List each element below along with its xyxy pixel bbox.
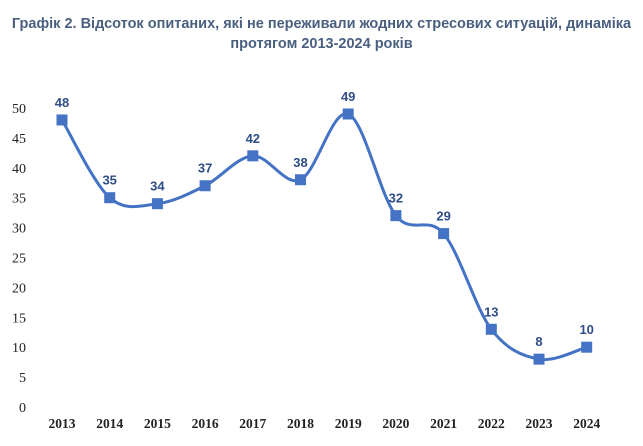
x-tick-label: 2023 bbox=[526, 416, 553, 431]
data-label: 29 bbox=[436, 209, 450, 224]
data-label: 37 bbox=[198, 161, 212, 176]
data-point-marker bbox=[390, 210, 402, 222]
x-tick-label: 2022 bbox=[478, 416, 505, 431]
x-tick-label: 2019 bbox=[335, 416, 362, 431]
data-point-marker bbox=[295, 174, 306, 186]
series-line bbox=[60, 112, 589, 362]
data-label: 8 bbox=[535, 334, 542, 349]
data-point-marker bbox=[533, 353, 545, 365]
y-tick-label: 15 bbox=[12, 311, 26, 326]
data-labels: 48 35 34 37 42 38 49 32 29 13 8 10 bbox=[55, 89, 594, 349]
data-label: 49 bbox=[341, 89, 355, 104]
data-label: 34 bbox=[150, 179, 165, 194]
y-axis-ticks: 0 5 10 15 20 25 30 35 40 45 50 bbox=[12, 102, 26, 416]
x-tick-label: 2014 bbox=[96, 416, 123, 431]
y-tick-label: 10 bbox=[12, 341, 26, 356]
data-label: 42 bbox=[246, 131, 260, 146]
x-tick-label: 2015 bbox=[144, 416, 171, 431]
x-axis-ticks: 2013 2014 2015 2016 2017 2018 2019 2020 2021 2022… bbox=[49, 416, 601, 431]
y-tick-label: 35 bbox=[12, 192, 26, 207]
y-tick-label: 5 bbox=[19, 371, 26, 386]
data-markers bbox=[56, 108, 593, 365]
y-tick-label: 45 bbox=[12, 132, 26, 147]
x-tick-label: 2013 bbox=[49, 416, 76, 431]
data-label: 13 bbox=[484, 304, 498, 319]
data-label: 35 bbox=[102, 173, 116, 188]
x-tick-label: 2018 bbox=[287, 416, 314, 431]
data-point-marker bbox=[151, 198, 163, 210]
data-point-marker bbox=[485, 323, 497, 335]
y-tick-label: 0 bbox=[19, 401, 26, 416]
y-tick-label: 25 bbox=[12, 252, 26, 267]
x-tick-label: 2024 bbox=[573, 416, 600, 431]
x-tick-label: 2017 bbox=[239, 416, 266, 431]
chart-title-line-2: протягом 2013-2024 років bbox=[230, 36, 413, 52]
data-label: 48 bbox=[55, 95, 69, 110]
data-label: 32 bbox=[389, 191, 403, 206]
chart-title-line-1: Графік 2. Відсоток опитаних, які не пере… bbox=[11, 16, 632, 32]
y-tick-label: 50 bbox=[12, 102, 26, 117]
x-tick-label: 2020 bbox=[382, 416, 409, 431]
data-point-marker bbox=[199, 180, 211, 192]
data-point-marker bbox=[247, 150, 259, 162]
data-point-marker bbox=[438, 228, 450, 240]
data-point-marker bbox=[342, 108, 354, 120]
data-label: 38 bbox=[293, 155, 307, 170]
y-tick-label: 30 bbox=[12, 222, 26, 237]
data-point-marker bbox=[581, 341, 593, 353]
data-point-marker bbox=[56, 114, 68, 126]
data-label: 10 bbox=[579, 322, 593, 337]
y-tick-label: 40 bbox=[12, 162, 26, 177]
data-point-marker bbox=[104, 192, 116, 204]
x-tick-label: 2021 bbox=[430, 416, 457, 431]
x-tick-label: 2016 bbox=[192, 416, 219, 431]
chart-title: Графік 2. Відсоток опитаних, які не пере… bbox=[0, 14, 643, 54]
y-tick-label: 20 bbox=[12, 281, 26, 296]
